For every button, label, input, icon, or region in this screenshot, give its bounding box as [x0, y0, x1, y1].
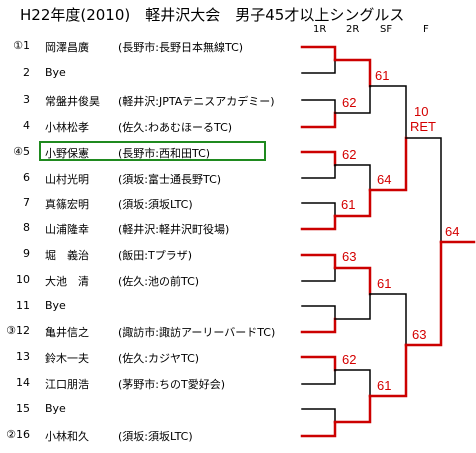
player-name: Bye — [45, 402, 66, 415]
bracket-line — [301, 59, 336, 74]
bracket-line — [334, 85, 371, 114]
bracket-line — [333, 58, 372, 88]
score-label: 63 — [342, 249, 356, 264]
bracket-line — [300, 111, 337, 129]
bracket-line — [369, 85, 407, 139]
player-name: Bye — [45, 66, 66, 79]
highlighted-player-box — [39, 141, 266, 161]
bracket-line — [300, 420, 337, 438]
score-label: 61 — [375, 68, 389, 83]
player-name: 常盤井俊昊 — [45, 95, 100, 108]
bracket-line — [300, 150, 337, 167]
player-seed: ②16 — [6, 428, 30, 441]
score-label: 10 — [414, 104, 428, 119]
bracket-line — [300, 317, 337, 334]
round-header-1r: 1R — [313, 24, 327, 35]
player-club: (須坂:須坂LTC) — [118, 430, 193, 443]
player-seed: ①1 — [13, 39, 30, 52]
player-name: 山村光明 — [45, 173, 89, 186]
round-header-2r: 2R — [346, 24, 360, 35]
player-name: Bye — [45, 299, 66, 312]
player-name: 鈴木一夫 — [45, 352, 89, 365]
player-seed: 3 — [23, 93, 30, 106]
player-club: (佐久:池の前TC) — [118, 275, 200, 288]
player-seed: 7 — [23, 196, 30, 209]
player-club: (飯田:Tプラザ) — [118, 249, 193, 262]
bracket-line — [301, 99, 336, 114]
player-club: (軽井沢:軽井沢町役場) — [118, 223, 230, 236]
player-seed: ③12 — [6, 324, 30, 337]
player-name: 亀井信之 — [45, 326, 89, 339]
player-name: 小林松孝 — [45, 121, 89, 134]
bracket-line — [334, 164, 371, 191]
bracket-line — [334, 293, 371, 320]
bracket-line — [301, 164, 336, 179]
bracket-line — [333, 266, 372, 296]
player-seed: 14 — [16, 376, 30, 389]
player-seed: 8 — [23, 221, 30, 234]
bracket-line — [301, 369, 336, 385]
player-club: (軽井沢:JPTAテニスアカデミー) — [118, 95, 275, 108]
bracket-line — [405, 137, 442, 243]
player-seed: 6 — [23, 171, 30, 184]
bracket-line — [301, 202, 336, 217]
score-label: 63 — [412, 327, 426, 342]
bracket-line — [333, 394, 372, 424]
bracket-line — [300, 253, 337, 270]
player-name: 山浦隆幸 — [45, 223, 89, 236]
player-seed: ④5 — [13, 145, 30, 158]
player-club: (須坂:富士通長野TC) — [118, 173, 222, 186]
player-name: 江口朋浩 — [45, 378, 89, 391]
player-club: (長野市:西和田TC) — [118, 147, 211, 160]
player-seed: 9 — [23, 247, 30, 260]
player-club: (須坂:須坂LTC) — [118, 198, 193, 211]
score-label: 61 — [377, 378, 391, 393]
score-label: 62 — [342, 95, 356, 110]
bracket-line — [334, 369, 371, 397]
bracket-line — [368, 136, 408, 192]
score-label: 61 — [341, 197, 355, 212]
score-label: 62 — [342, 147, 356, 162]
score-label: RET — [410, 119, 436, 134]
bracket-line — [300, 214, 337, 231]
bracket-line — [301, 267, 336, 282]
bracket-line — [300, 355, 337, 372]
bracket-line — [369, 293, 407, 346]
player-club: (佐久:カジヤTC) — [118, 352, 200, 365]
bracket-line — [301, 408, 336, 423]
player-seed: 13 — [16, 350, 30, 363]
player-name: 小林和久 — [45, 430, 89, 443]
player-club: (茅野市:ちのT愛好会) — [118, 378, 226, 391]
player-name: 堀 義治 — [45, 249, 89, 262]
score-label: 64 — [377, 172, 391, 187]
player-seed: 11 — [16, 299, 30, 312]
bracket-line — [368, 343, 408, 398]
player-name: 岡澤昌廣 — [45, 41, 89, 54]
player-seed: 15 — [16, 402, 30, 415]
player-seed: 10 — [16, 273, 30, 286]
player-seed: 4 — [23, 119, 30, 132]
page-title: H22年度(2010) 軽井沢大会 男子45才以上シングルス — [20, 6, 405, 24]
player-name: 真篠宏明 — [45, 198, 89, 211]
player-name: 大池 清 — [45, 275, 89, 288]
bracket-line — [333, 188, 372, 218]
player-name: 小野保憲 — [45, 147, 89, 160]
player-club: (諏訪市:諏訪アーリーバードTC) — [118, 326, 276, 339]
bracket-line — [404, 240, 443, 347]
bracket-line — [301, 305, 336, 320]
bracket-line — [300, 45, 337, 62]
score-label: 64 — [445, 224, 459, 239]
score-label: 61 — [377, 276, 391, 291]
player-club: (長野市:長野日本無線TC) — [118, 41, 244, 54]
round-header-f: F — [423, 24, 429, 35]
player-club: (佐久:わあむほーるTC) — [118, 121, 233, 134]
player-seed: 2 — [23, 66, 30, 79]
score-label: 62 — [342, 352, 356, 367]
round-header-sf: SF — [380, 24, 393, 35]
